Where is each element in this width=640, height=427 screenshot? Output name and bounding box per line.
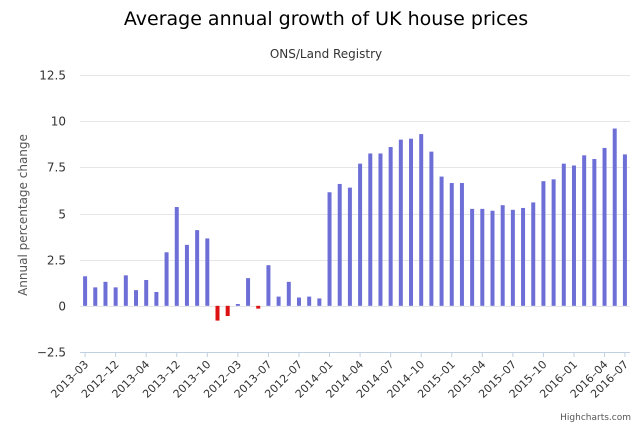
- bar: [439, 176, 444, 306]
- bar: [235, 303, 240, 306]
- bar: [480, 208, 485, 306]
- bar: [521, 207, 526, 306]
- bar: [622, 154, 627, 306]
- grid-lines: [80, 75, 630, 353]
- y-tick-label: 0: [58, 300, 66, 314]
- bar: [337, 183, 342, 306]
- chart-credit: Highcharts.com: [560, 413, 631, 423]
- bar: [582, 155, 587, 306]
- y-tick-label: 7.5: [47, 161, 66, 175]
- bar: [541, 181, 546, 306]
- y-axis-ticks: −2.5 0 2.5 5 7.5 10 12.5: [37, 69, 66, 360]
- bar: [256, 305, 261, 309]
- bar: [571, 165, 576, 306]
- bar: [378, 153, 383, 306]
- bar: [93, 287, 98, 306]
- bar: [419, 134, 424, 306]
- bar: [531, 202, 536, 306]
- bar: [103, 281, 108, 306]
- bar: [195, 230, 200, 306]
- y-tick-label: 10: [51, 115, 66, 129]
- bar: [174, 207, 179, 306]
- bar: [347, 187, 352, 306]
- bar: [164, 252, 169, 306]
- bar: [184, 244, 189, 306]
- y-tick-label: −2.5: [37, 346, 66, 360]
- bar: [398, 139, 403, 306]
- y-tick-label: 2.5: [47, 254, 66, 268]
- bar: [500, 205, 505, 306]
- bar: [307, 296, 312, 306]
- bar: [592, 159, 597, 306]
- bar: [368, 153, 373, 306]
- bar: [286, 281, 291, 306]
- bar: [612, 128, 617, 306]
- bar: [225, 305, 230, 316]
- bar: [134, 290, 139, 306]
- bar: [551, 179, 556, 306]
- chart-title: Average annual growth of UK house prices: [124, 8, 528, 30]
- bar: [113, 287, 118, 306]
- bar: [459, 183, 464, 306]
- bar: [510, 209, 515, 306]
- bar: [246, 278, 251, 306]
- bar: [266, 265, 271, 306]
- bar: [317, 298, 322, 306]
- bar: [83, 276, 88, 306]
- bar: [388, 147, 393, 306]
- bars: [83, 128, 627, 321]
- chart-subtitle: ONS/Land Registry: [270, 47, 382, 61]
- bar: [327, 192, 332, 306]
- bar: [490, 210, 495, 306]
- bar: [205, 238, 210, 306]
- y-axis-label: Annual percentage change: [16, 134, 30, 296]
- bar: [602, 147, 607, 306]
- bar: [123, 275, 128, 306]
- bar: [215, 305, 220, 321]
- bar: [429, 151, 434, 306]
- y-tick-label: 12.5: [39, 69, 66, 83]
- bar: [154, 291, 159, 306]
- bar: [276, 296, 281, 306]
- bar: [470, 208, 475, 306]
- bar: [358, 163, 363, 306]
- bar: [561, 163, 566, 306]
- x-axis-ticks: 2013–032012–122013–042013–122013–102012–…: [48, 352, 631, 401]
- bar: [449, 183, 454, 306]
- bar: [296, 297, 301, 306]
- y-tick-label: 5: [58, 208, 66, 222]
- bar: [144, 279, 149, 306]
- bar: [409, 138, 414, 306]
